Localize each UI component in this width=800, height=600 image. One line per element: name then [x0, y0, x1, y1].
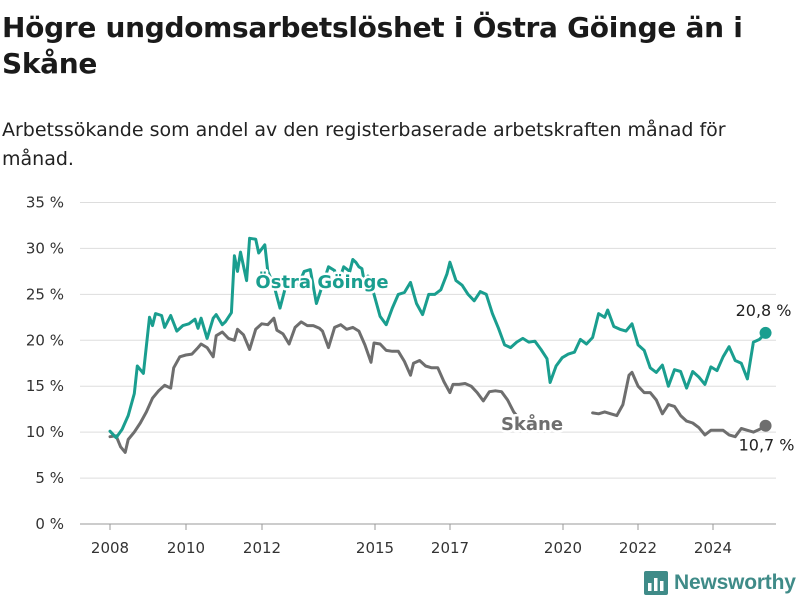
x-tick-label: 2022 — [619, 539, 657, 557]
series-line-ostra-goinge — [108, 236, 768, 440]
x-tick-label: 2015 — [356, 539, 394, 557]
series-line-skane — [108, 316, 522, 454]
series-line-skane-tail — [591, 370, 768, 439]
series-label-ostra-goinge-halo: Östra Göinge — [255, 271, 388, 293]
y-tick-label: 5 % — [35, 469, 64, 487]
series-label-ostra-goinge: Östra Göinge — [255, 271, 388, 293]
y-tick-label: 20 % — [26, 331, 64, 349]
series-label-skane: Skåne — [501, 413, 563, 435]
y-tick-label: 35 % — [26, 194, 64, 212]
y-tick-label: 0 % — [35, 515, 64, 533]
end-marker-ostra-goinge — [759, 326, 772, 339]
y-tick-label: 15 % — [26, 377, 64, 395]
x-tick-label: 2017 — [431, 539, 469, 557]
end-marker-skane — [759, 419, 772, 432]
y-tick-label: 10 % — [26, 423, 64, 441]
chart-title: Högre ungdomsarbetslöshet i Östra Göinge… — [2, 11, 743, 80]
brand-name: Newsworthy — [674, 571, 796, 594]
x-tick-label: 2024 — [694, 539, 732, 557]
end-label-skane: 10,7 % — [739, 436, 795, 455]
chart-subtitle: Arbetssökande som andel av den registerb… — [2, 119, 726, 170]
x-tick-label: 2010 — [167, 539, 205, 557]
end-label-ostra-goinge: 20,8 % — [736, 301, 792, 320]
x-tick-label: 2012 — [243, 539, 281, 557]
x-tick-label: 2008 — [91, 539, 129, 557]
x-tick-label: 2020 — [544, 539, 582, 557]
series-label-skane-halo: Skåne — [501, 413, 563, 435]
y-tick-label: 30 % — [26, 239, 64, 257]
y-tick-label: 25 % — [26, 285, 64, 303]
newsworthy-logo: Newsworthy — [644, 568, 796, 598]
bar-chart-icon — [644, 571, 668, 595]
